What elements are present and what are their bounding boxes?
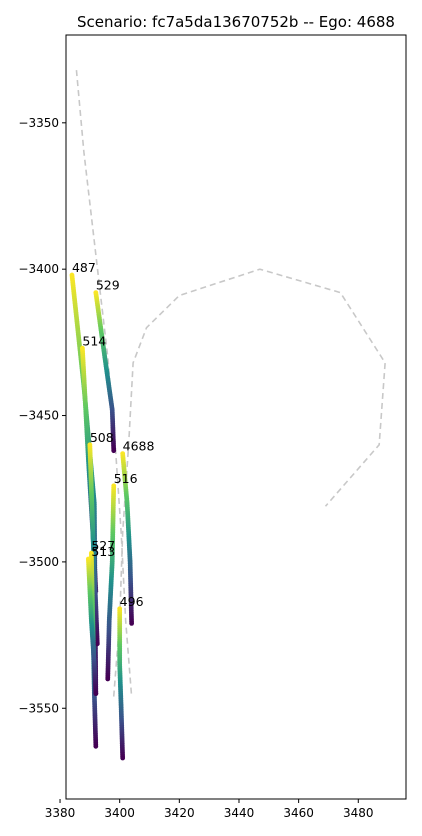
trajectory-point [93, 743, 99, 749]
trajectory-point [111, 448, 117, 454]
agent-label-516: 516 [114, 471, 138, 486]
x-tick-label: 3460 [283, 806, 314, 820]
x-axis: 3380 3400 3420 3440 3460 3480 [45, 799, 374, 820]
y-tick-label: −3350 [18, 116, 59, 130]
trajectory-4688 [120, 451, 135, 626]
trajectory-496 [117, 606, 126, 761]
agent-label-529: 529 [96, 278, 120, 293]
x-tick-label: 3480 [343, 806, 374, 820]
trajectory-point [129, 620, 135, 626]
y-tick-label: −3500 [18, 555, 59, 569]
agent-label-508: 508 [90, 430, 114, 445]
agent-label-487: 487 [72, 260, 96, 275]
plot-frame [65, 34, 407, 800]
x-tick-label: 3420 [164, 806, 195, 820]
agent-label-514: 514 [82, 333, 106, 348]
trajectory-point [93, 691, 99, 697]
agent-label-527: 527 [91, 538, 115, 553]
agent-label-496: 496 [120, 594, 144, 609]
trajectory-point [94, 641, 100, 647]
trajectory-point [120, 755, 126, 761]
lane-line-1 [112, 268, 386, 697]
x-tick-label: 3380 [45, 806, 76, 820]
trajectory-529 [93, 290, 117, 454]
trajectory-513 [85, 556, 99, 697]
agent-label-513: 513 [91, 544, 115, 559]
agent-label-4688: 4688 [123, 439, 155, 454]
x-tick-label: 3440 [224, 806, 255, 820]
trajectories [69, 272, 135, 761]
y-axis: −3350 −3400 −3450 −3500 −3550 [18, 116, 66, 715]
trajectory-point [105, 676, 111, 682]
y-tick-label: −3400 [18, 262, 59, 276]
x-tick-label: 3400 [104, 806, 135, 820]
trajectory-516 [105, 483, 117, 682]
y-tick-label: −3550 [18, 701, 59, 715]
chart-title: Scenario: fc7a5da13670752b -- Ego: 4688 [77, 13, 395, 31]
y-tick-label: −3450 [18, 409, 59, 423]
